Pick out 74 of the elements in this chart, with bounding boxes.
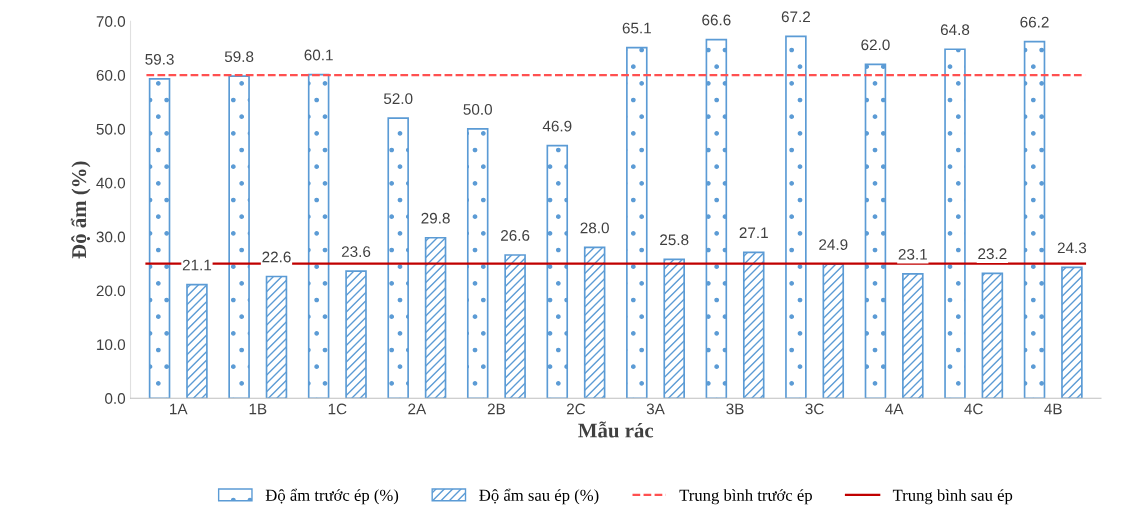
data-label: 21.1 bbox=[182, 259, 212, 271]
data-label: 23.2 bbox=[978, 248, 1007, 260]
data-label: 59.3 bbox=[145, 53, 174, 65]
bar bbox=[466, 128, 489, 399]
bar bbox=[981, 272, 1004, 399]
data-label: 29.8 bbox=[421, 212, 450, 224]
y-tick-label: 30.0 bbox=[96, 231, 126, 243]
y-axis-title: Độ ẩm (%) bbox=[70, 161, 91, 259]
data-label: 66.2 bbox=[1020, 16, 1049, 28]
data-label: 27.1 bbox=[739, 227, 768, 239]
data-label: 26.6 bbox=[501, 230, 530, 241]
y-tick-label: 20.0 bbox=[96, 285, 126, 297]
bar bbox=[546, 144, 569, 399]
data-label: 23.6 bbox=[341, 246, 371, 258]
y-tick-label: 10.0 bbox=[97, 339, 126, 351]
x-tick-label: 2C bbox=[566, 403, 586, 415]
bar bbox=[387, 117, 409, 399]
bar bbox=[504, 254, 526, 399]
bar bbox=[307, 73, 330, 399]
data-label: 46.9 bbox=[542, 120, 572, 132]
x-tick-label: 4A bbox=[885, 403, 904, 415]
bar bbox=[785, 35, 807, 399]
data-label: 52.0 bbox=[383, 93, 413, 105]
legend-label: Độ ẩm trước ép (%) bbox=[265, 488, 399, 505]
data-label: 66.6 bbox=[702, 14, 731, 26]
data-label: 60.1 bbox=[304, 49, 333, 61]
bar bbox=[148, 78, 171, 399]
data-label: 50.0 bbox=[463, 104, 492, 115]
bar bbox=[944, 48, 966, 399]
x-tick-label: 2B bbox=[487, 403, 505, 415]
bar bbox=[345, 270, 367, 399]
bar bbox=[822, 263, 845, 399]
bar bbox=[705, 38, 728, 399]
bar bbox=[265, 275, 288, 399]
data-label: 62.0 bbox=[861, 39, 890, 51]
bar bbox=[424, 236, 447, 399]
data-label: 24.3 bbox=[1057, 242, 1087, 254]
bar bbox=[1023, 40, 1046, 399]
data-label: 22.6 bbox=[262, 251, 291, 263]
bar bbox=[228, 75, 250, 399]
x-tick-label: 1C bbox=[328, 403, 347, 415]
bar bbox=[864, 63, 887, 399]
y-tick-label: 60.0 bbox=[96, 69, 126, 81]
data-label: 64.8 bbox=[940, 24, 970, 36]
data-label: 67.2 bbox=[781, 11, 810, 23]
x-tick-label: 4C bbox=[964, 403, 983, 415]
x-tick-label: 3C bbox=[805, 403, 824, 415]
legend-label: Trung bình trước ép bbox=[679, 489, 812, 505]
bar bbox=[663, 258, 685, 399]
x-tick-label: 1B bbox=[249, 403, 267, 415]
legend-label: Trung bình sau ép bbox=[892, 489, 1013, 505]
bar bbox=[626, 46, 648, 399]
legend-label: Độ ẩm sau ép (%) bbox=[479, 488, 599, 505]
x-axis-title: Mẫu rác bbox=[578, 421, 654, 438]
bar bbox=[1061, 266, 1083, 399]
x-tick-label: 4B bbox=[1044, 403, 1062, 415]
data-label: 23.1 bbox=[898, 248, 927, 260]
bar bbox=[583, 246, 606, 399]
data-label: 65.1 bbox=[622, 22, 651, 34]
bar bbox=[186, 283, 208, 399]
data-label: 59.8 bbox=[224, 51, 254, 63]
x-tick-label: 3B bbox=[726, 403, 744, 415]
x-tick-label: 2A bbox=[408, 403, 427, 415]
x-tick-label: 3A bbox=[646, 403, 665, 415]
y-tick-label: 40.0 bbox=[96, 177, 126, 189]
bar bbox=[742, 251, 765, 399]
y-tick-label: 70.0 bbox=[96, 16, 126, 27]
data-label: 25.8 bbox=[660, 234, 689, 246]
y-tick-label: 50.0 bbox=[96, 123, 126, 135]
data-label: 24.9 bbox=[819, 239, 848, 251]
x-tick-label: 1A bbox=[170, 403, 188, 415]
bar bbox=[902, 273, 924, 399]
y-tick-label: 0.0 bbox=[105, 393, 126, 404]
data-label: 28.0 bbox=[580, 222, 609, 234]
